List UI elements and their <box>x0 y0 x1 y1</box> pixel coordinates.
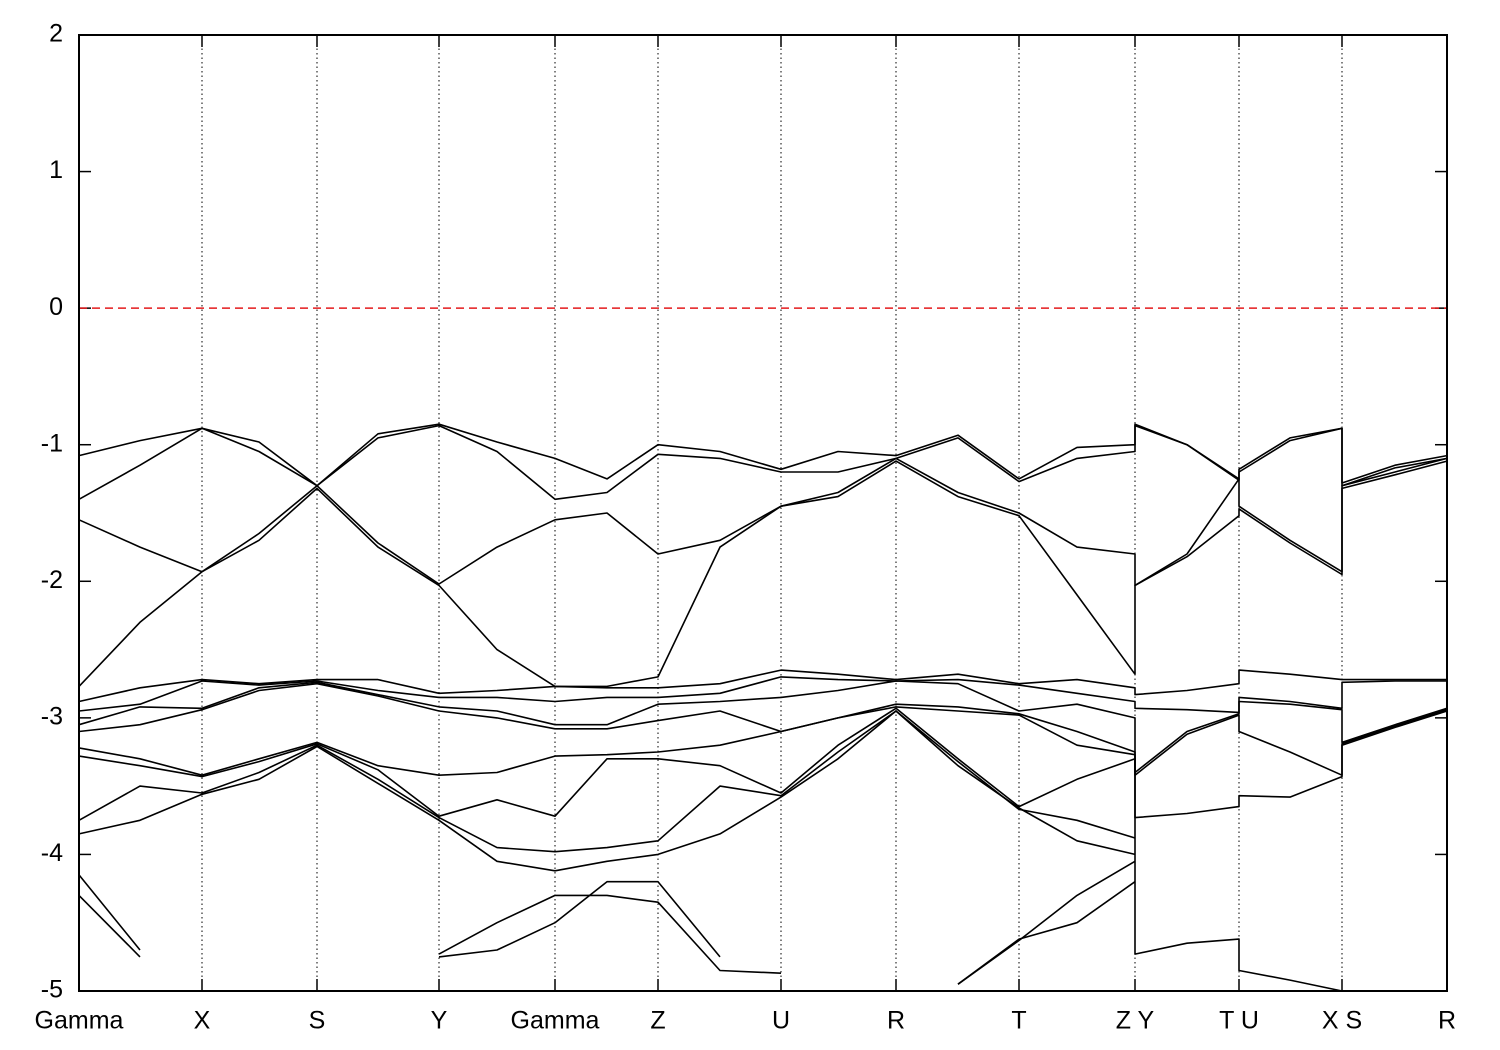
y-tick-label: -2 <box>41 566 63 594</box>
band-line <box>78 706 1448 819</box>
y-tick-label: -4 <box>41 839 63 867</box>
x-tick-label: Gamma <box>35 1007 124 1035</box>
x-tick-label: T U <box>1219 1007 1259 1035</box>
y-tick-label: 0 <box>49 293 63 321</box>
y-tick-label: -5 <box>41 976 63 1004</box>
band-line <box>78 460 1448 688</box>
x-tick-label: Z <box>650 1007 665 1035</box>
band-line <box>78 710 1136 872</box>
y-tick-label: 2 <box>49 20 63 48</box>
x-tick-label: S <box>309 1007 326 1035</box>
x-tick-label: T <box>1011 1007 1026 1035</box>
band-line <box>78 682 1448 776</box>
x-tick-label: R <box>887 1007 905 1035</box>
band-line <box>78 424 1448 501</box>
band-line <box>78 423 1448 487</box>
band-line <box>78 669 1447 703</box>
y-tick-label: 1 <box>49 156 63 184</box>
plot-frame <box>78 34 1448 992</box>
band-line <box>78 707 1343 992</box>
x-tick-label: Z Y <box>1116 1007 1155 1035</box>
x-tick-label: X <box>194 1007 211 1035</box>
band-line <box>78 860 1136 985</box>
band-line <box>78 680 1448 774</box>
x-tick-label: U <box>772 1007 790 1035</box>
x-tick-label: X S <box>1322 1007 1362 1035</box>
band-line <box>78 710 1136 853</box>
y-tick-label: -1 <box>41 429 63 457</box>
x-tick-label: Gamma <box>511 1007 600 1035</box>
x-tick-label: Y <box>431 1007 448 1035</box>
band-line <box>78 874 1136 985</box>
band-line <box>78 457 1448 587</box>
y-tick-label: -3 <box>41 702 63 730</box>
band-line <box>78 676 1447 714</box>
x-tick-label: R <box>1438 1007 1456 1035</box>
